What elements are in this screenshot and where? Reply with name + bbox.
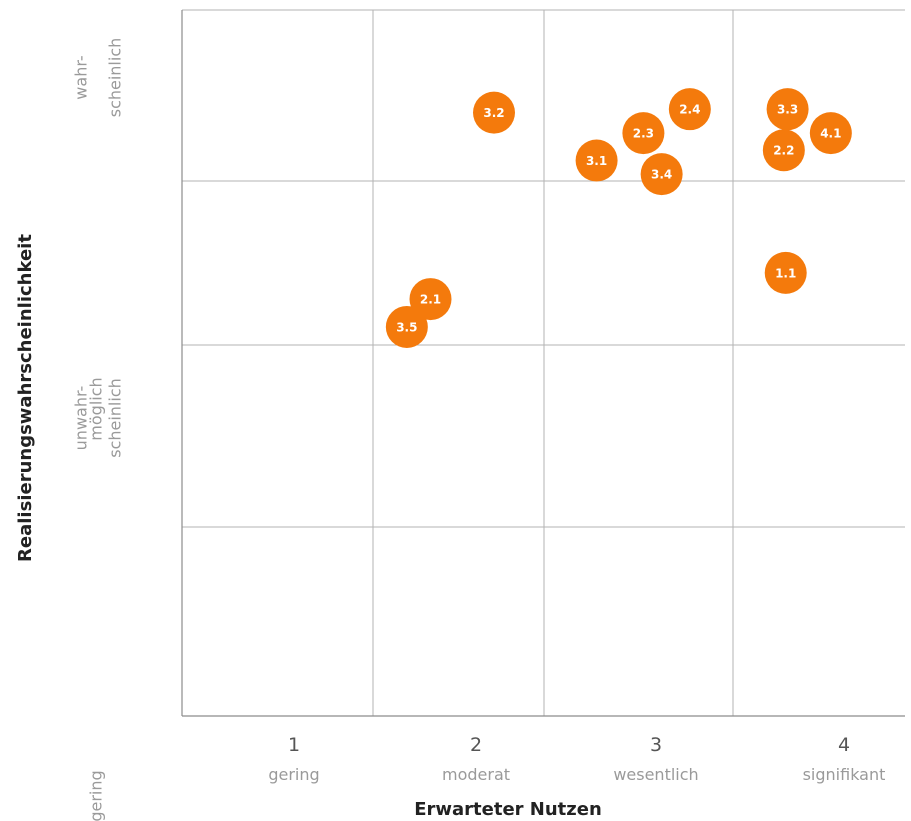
- x-tick-value: 1: [288, 734, 300, 756]
- data-point: 3.1: [575, 139, 618, 182]
- data-point-marker: [762, 129, 805, 172]
- data-point-label: 2.4: [679, 103, 700, 117]
- grid: [182, 9, 905, 716]
- data-point: 2.1: [409, 278, 452, 321]
- x-tick-value: 2: [470, 734, 482, 756]
- x-tick-label: signifikant: [803, 765, 886, 784]
- data-point-marker: [473, 91, 515, 134]
- x-tick-label: wesentlich: [613, 765, 698, 784]
- y-axis-title: Realisierungswahrscheinlichkeit: [15, 234, 36, 562]
- data-point-marker: [622, 112, 665, 155]
- data-point: 3.4: [640, 153, 683, 196]
- y-tick-label: sehr gering: [87, 770, 106, 821]
- y-tick-label: scheinlich: [106, 378, 125, 458]
- data-point: 3.5: [385, 305, 428, 348]
- data-point: 4.1: [809, 112, 852, 155]
- data-point-label: 3.2: [483, 106, 504, 120]
- data-point-marker: [766, 88, 809, 131]
- x-tick-label: gering: [268, 765, 319, 784]
- y-tick-labels: sehr geringunwahr-scheinlichmöglichwahr-…: [72, 38, 125, 821]
- data-point: 3.2: [473, 91, 515, 134]
- data-point-marker: [575, 139, 618, 182]
- data-point-marker: [640, 153, 683, 196]
- x-tick-value: 4: [838, 734, 850, 756]
- data-point-label: 4.1: [820, 127, 841, 141]
- data-point-label: 3.4: [651, 168, 672, 182]
- y-tick-label: unwahr-: [72, 386, 91, 451]
- x-tick-labels: 1 gering 2 moderat 3 wesentlich 4 signifikant: [268, 734, 885, 784]
- axes: [181, 10, 905, 717]
- data-point-marker: [764, 251, 807, 294]
- y-tick-label: wahr-: [72, 55, 91, 99]
- data-point: 2.3: [622, 112, 665, 155]
- data-point-label: 3.1: [586, 154, 607, 168]
- x-tick-value: 3: [650, 734, 662, 756]
- data-point-marker: [409, 278, 452, 321]
- data-point-marker: [385, 305, 428, 348]
- data-point: 2.2: [762, 129, 805, 172]
- data-point: 3.3: [766, 88, 809, 131]
- data-point-label: 2.3: [633, 127, 654, 141]
- x-tick-label: moderat: [442, 765, 510, 784]
- data-point-label: 1.1: [775, 266, 796, 280]
- data-point: 2.4: [668, 88, 711, 131]
- y-tick-label: scheinlich: [106, 38, 125, 118]
- data-point-label: 2.2: [773, 144, 794, 158]
- data-point-marker: [809, 112, 852, 155]
- data-point-marker: [668, 88, 711, 131]
- data-points: 3.1 3.4 2.3 2.4 3.2 2.2 4.1 3.3 3.52.1 1.1: [385, 88, 852, 348]
- data-point-label: 3.3: [777, 103, 798, 117]
- data-point-label: 3.5: [396, 320, 417, 334]
- x-axis-title: Erwarteter Nutzen: [414, 799, 602, 820]
- data-point-label: 2.1: [420, 293, 441, 307]
- y-tick-label: möglich: [87, 377, 106, 440]
- data-point: 1.1: [764, 251, 807, 294]
